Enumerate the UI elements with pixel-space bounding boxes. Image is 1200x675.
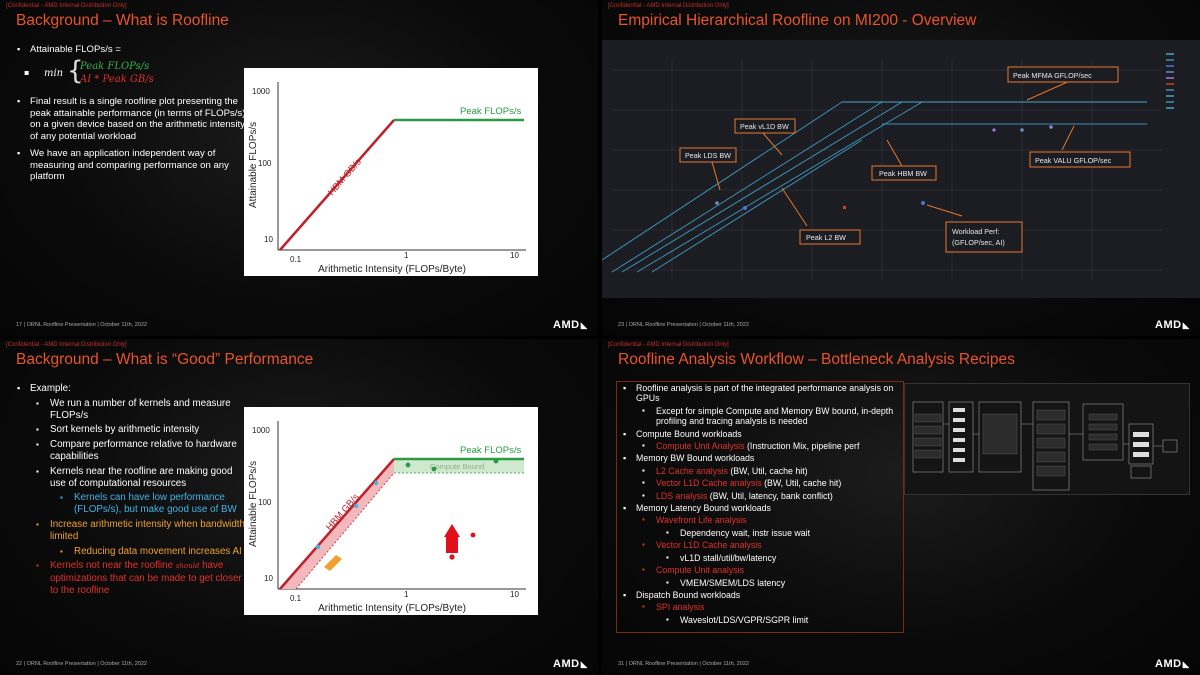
y-axis-label: Attainable FLOPs/s: [248, 461, 259, 547]
bullet-low: Kernels can have low performance (FLOPs/…: [60, 492, 246, 516]
bullet-list: Roofline analysis is part of the integra…: [622, 383, 902, 627]
bullet-attainable: Attainable FLOPs/s =: [16, 44, 246, 56]
x-axis-label: Arithmetic Intensity (FLOPs/Byte): [318, 603, 466, 614]
callout-hbm: Peak HBM BW: [879, 169, 927, 178]
bullet-not-near: Kernels not near the roofline should hav…: [36, 560, 246, 596]
callout-workload-1: Workload Perf:: [952, 227, 999, 236]
slide-title: Roofline Analysis Workflow – Bottleneck …: [618, 351, 1015, 368]
bullet-run: We run a number of kernels and measure F…: [36, 398, 246, 422]
ytick-100: 100: [258, 498, 272, 507]
bullet-independent: We have an application independent way o…: [16, 148, 246, 183]
bullet-mem-bw: Memory BW Bound workloads: [622, 453, 902, 464]
bullet-intro: Roofline analysis is part of the integra…: [622, 383, 902, 404]
bullet-dispatch: Dispatch Bound workloads: [622, 590, 902, 601]
bullet-increase: Increase arithmetic intensity when bandw…: [36, 519, 246, 543]
formula-peak: Peak FLOPs/s: [80, 61, 150, 72]
bullet-vl1d-lat: Vector L1D Cache analysis: [642, 540, 902, 551]
bullet-cu-analysis: Compute Unit Analysis (Instruction Mix, …: [642, 441, 902, 452]
callout-vl1d: Peak vL1D BW: [740, 122, 789, 131]
callout-l2: Peak L2 BW: [806, 233, 846, 242]
xtick-0.1: 0.1: [290, 594, 302, 603]
peak-label: Peak FLOPs/s: [460, 445, 521, 456]
amd-logo: AMD◣: [1155, 319, 1190, 331]
bullet-list: Attainable FLOPs/s =: [16, 44, 246, 62]
xtick-10: 10: [510, 590, 519, 599]
hbm-label: HBM GB/s: [326, 157, 364, 198]
slide-title: Background – What is “Good” Performance: [16, 351, 314, 368]
hbm-roof-line: [279, 119, 395, 251]
improve-arrow: [444, 524, 460, 537]
bullet-list-2: Final result is a single roofline plot p…: [16, 96, 246, 189]
compute-bound-region: [394, 459, 524, 473]
bullet-final: Final result is a single roofline plot p…: [16, 96, 246, 142]
xtick-1: 1: [404, 251, 409, 260]
bullet-cu-lat: Compute Unit analysis: [642, 565, 902, 576]
slide-analysis-workflow: [Confidential - AMD Internal Distributio…: [602, 339, 1200, 675]
y-axis-label: Attainable FLOPs/s: [248, 122, 259, 208]
slide-footer: 31 | ORNL Roofline Presentation | Octobe…: [618, 661, 749, 667]
slide-footer: 23 | ORNL Roofline Presentation | Octobe…: [618, 322, 749, 328]
xtick-10: 10: [510, 251, 519, 260]
callout-lds: Peak LDS BW: [685, 151, 731, 160]
bullet-wavefront: Wavefront Life analysis: [642, 515, 902, 526]
confidential-label: [Confidential - AMD Internal Distributio…: [608, 3, 729, 9]
bullet-compute-bound: Compute Bound workloads: [622, 429, 902, 440]
slide-footer: 17 | ORNL Roofline Presentation | Octobe…: [16, 322, 147, 328]
compute-bound-label: Compute Bound: [430, 462, 484, 471]
xtick-1: 1: [404, 590, 409, 599]
bullet-l2: L2 Cache analysis (BW, Util, cache hit): [642, 466, 902, 477]
slide-title: Empirical Hierarchical Roofline on MI200…: [618, 12, 977, 29]
xtick-0.1: 0.1: [290, 255, 302, 264]
ytick-10: 10: [264, 574, 273, 583]
bullet-mem-lat: Memory Latency Bound workloads: [622, 503, 902, 514]
confidential-label: [Confidential - AMD Internal Distributio…: [608, 342, 729, 348]
bullet-near: Kernels near the roofline are making goo…: [36, 466, 246, 490]
slide-footer: 22 | ORNL Roofline Presentation | Octobe…: [16, 661, 147, 667]
bullet-example: Example:: [16, 383, 246, 395]
should-annotation: should: [175, 562, 200, 571]
callout-mfma: Peak MFMA GFLOP/sec: [1013, 71, 1092, 80]
memory-chart-diagram: [904, 383, 1190, 495]
ytick-10: 10: [264, 235, 273, 244]
hbm-roof-line: [279, 458, 395, 590]
x-axis-label: Arithmetic Intensity (FLOPs/Byte): [318, 264, 466, 275]
callout-valu: Peak VALU GFLOP/sec: [1035, 156, 1112, 165]
bullet-except: Except for simple Compute and Memory BW …: [642, 406, 902, 427]
bullet-reducing: Reducing data movement increases AI: [60, 546, 246, 558]
slide-roofline-background: [Confidential - AMD Internal Distributio…: [0, 0, 598, 336]
peak-label: Peak FLOPs/s: [460, 106, 521, 117]
bullet-sort: Sort kernels by arithmetic intensity: [36, 424, 246, 436]
bullet-lds: LDS analysis (BW, Util, latency, bank co…: [642, 491, 902, 502]
formula-ai: AI * Peak GB/s: [80, 74, 154, 85]
bullet-dep: Dependency wait, instr issue wait: [666, 528, 902, 539]
bullet-cu-lat-detail: VMEM/SMEM/LDS latency: [666, 578, 902, 589]
ai-arrow: [324, 555, 342, 571]
amd-logo: AMD◣: [553, 319, 588, 331]
bullet-spi: SPI analysis: [642, 602, 902, 613]
ytick-100: 100: [258, 159, 272, 168]
ytick-1000: 1000: [252, 87, 270, 96]
amd-logo: AMD◣: [553, 658, 588, 670]
bullet-vl1d: Vector L1D Cache analysis (BW, Util, cac…: [642, 478, 902, 489]
confidential-label: [Confidential - AMD Internal Distributio…: [6, 342, 127, 348]
formula-min: min: [44, 68, 64, 79]
roofline-chart: 1000 100 10 0.1 1 10 Arithmetic Intensit…: [244, 68, 538, 276]
roofline-good-chart: 1000 100 10 0.1 1 10 Arithmetic Intensit…: [244, 407, 538, 615]
confidential-label: [Confidential - AMD Internal Distributio…: [6, 3, 127, 9]
workflow-box: [616, 381, 904, 633]
bullet-vl1d-lat-detail: vL1D stall/util/bw/latency: [666, 553, 902, 564]
callout-workload-2: (GFLOP/sec, AI): [952, 238, 1005, 247]
ytick-1000: 1000: [252, 426, 270, 435]
bullet-list: Example: We run a number of kernels and …: [16, 383, 246, 600]
bullet-spi-detail: Waveslot/LDS/VGPR/SGPR limit: [666, 615, 902, 626]
slide-title: Background – What is Roofline: [16, 12, 229, 29]
bullet-compare: Compare performance relative to hardware…: [36, 439, 246, 463]
slide-empirical-roofline: [Confidential - AMD Internal Distributio…: [602, 0, 1200, 336]
roofline-plot: Peak MFMA GFLOP/sec Peak vL1D BW Peak LD…: [602, 40, 1200, 298]
amd-logo: AMD◣: [1155, 658, 1190, 670]
slide-good-performance: [Confidential - AMD Internal Distributio…: [0, 339, 598, 675]
